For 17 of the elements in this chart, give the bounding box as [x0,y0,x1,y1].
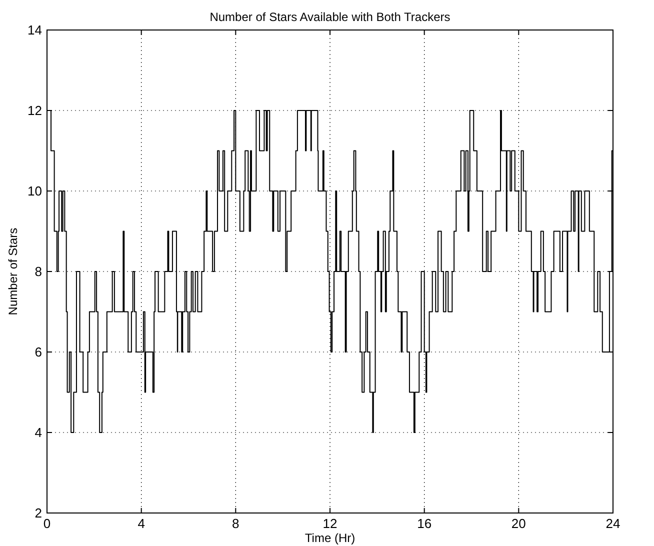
x-tick-label: 8 [232,516,240,531]
y-tick-label: 8 [34,264,42,279]
x-tick-label: 0 [43,516,51,531]
y-axis-title: Number of Stars [6,228,20,316]
y-tick-label: 12 [28,103,42,118]
y-tick-label: 2 [34,506,42,520]
y-tick-label: 14 [28,22,42,38]
x-tick-label: 16 [417,516,432,531]
x-tick-label: 20 [511,516,526,531]
x-tick-label: 12 [322,516,338,531]
x-axis-title: Time (Hr) [304,531,356,545]
x-tick-label: 24 [606,516,620,531]
x-tick-label: 4 [138,516,145,531]
y-tick-label: 4 [34,425,42,440]
chart-title: Number of Stars Available with Both Trackers [210,10,450,24]
y-tick-label: 10 [28,184,42,198]
y-tick-label: 6 [34,344,42,360]
